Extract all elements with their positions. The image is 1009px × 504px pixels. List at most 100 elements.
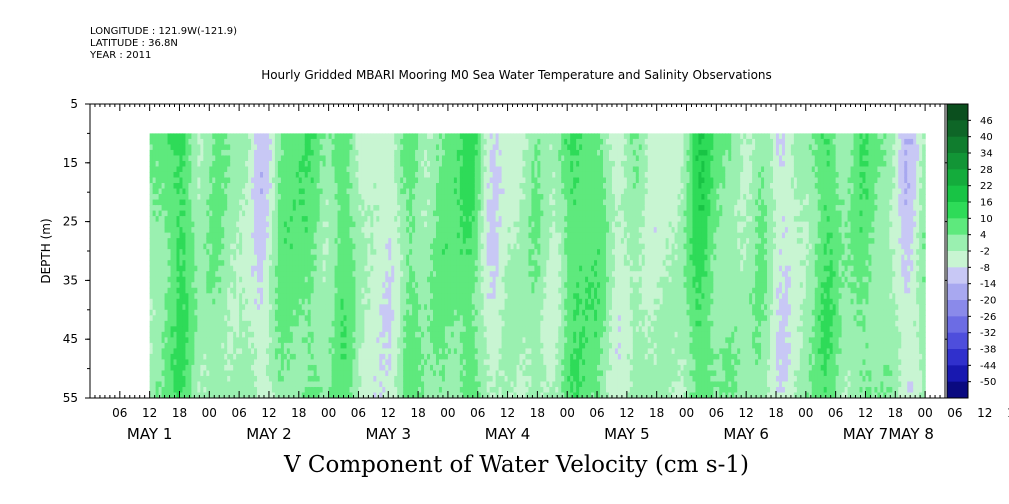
heatmap-cell	[215, 271, 219, 278]
heatmap-cell	[185, 205, 190, 212]
heatmap-cell	[167, 271, 172, 278]
heatmap-cell	[179, 298, 184, 305]
heatmap-cell	[337, 271, 342, 278]
heatmap-cell	[200, 149, 204, 157]
heatmap-cell	[254, 199, 258, 206]
heatmap-cell	[447, 138, 452, 146]
heatmap-cell	[158, 331, 163, 338]
heatmap-cell	[367, 331, 371, 338]
heatmap-cell	[406, 276, 410, 283]
heatmap-cell	[385, 293, 389, 300]
heatmap-cell	[334, 386, 339, 394]
heatmap-cell	[155, 227, 160, 234]
heatmap-cell	[173, 315, 178, 322]
heatmap-cell	[364, 205, 368, 212]
heatmap-cell	[239, 304, 243, 311]
heatmap-cell	[280, 227, 285, 234]
heatmap-cell	[239, 166, 243, 173]
heatmap-cell	[415, 326, 419, 333]
heatmap-cell	[197, 271, 201, 278]
heatmap-cell	[218, 386, 222, 394]
heatmap-cell	[271, 149, 276, 157]
heatmap-cell	[325, 183, 330, 190]
heatmap-cell	[179, 171, 184, 179]
heatmap-cell	[331, 177, 336, 184]
heatmap-cell	[373, 282, 377, 289]
heatmap-cell	[355, 133, 360, 140]
heatmap-cell	[409, 171, 413, 179]
heatmap-cell	[289, 276, 294, 283]
heatmap-cell	[268, 287, 273, 294]
heatmap-cell	[289, 381, 294, 388]
heatmap-cell	[313, 304, 318, 311]
heatmap-cell	[239, 320, 243, 327]
heatmap-cell	[373, 155, 377, 162]
heatmap-cell	[230, 155, 234, 162]
heatmap-cell	[343, 221, 348, 228]
heatmap-cell	[286, 177, 291, 184]
heatmap-cell	[456, 331, 461, 338]
heatmap-cell	[343, 326, 348, 333]
heatmap-cell	[385, 337, 389, 344]
heatmap-cell	[438, 370, 443, 377]
heatmap-cell	[242, 238, 246, 245]
heatmap-cell	[274, 183, 279, 190]
heatmap-cell	[191, 138, 195, 146]
heatmap-cell	[334, 282, 339, 289]
heatmap-cell	[298, 183, 303, 190]
heatmap-cell	[367, 249, 371, 256]
heatmap-cell	[453, 304, 458, 311]
heatmap-cell	[391, 364, 395, 372]
heatmap-cell	[370, 243, 374, 250]
heatmap-cell	[376, 359, 380, 366]
heatmap-cell	[188, 315, 192, 322]
heatmap-cell	[179, 194, 184, 201]
heatmap-cell	[456, 353, 461, 361]
heatmap-cell	[271, 271, 276, 278]
heatmap-cell	[352, 194, 357, 201]
heatmap-cell	[364, 171, 368, 179]
heatmap-cell	[215, 221, 219, 228]
heatmap-cell	[164, 254, 169, 261]
heatmap-cell	[346, 249, 351, 256]
heatmap-cell	[397, 342, 401, 349]
heatmap-cell	[412, 183, 416, 190]
heatmap-cell	[310, 298, 315, 305]
heatmap-cell	[245, 287, 249, 294]
heatmap-cell	[313, 166, 318, 173]
heatmap-cell	[435, 232, 440, 239]
heatmap-cell	[316, 282, 321, 289]
heatmap-cell	[215, 337, 219, 344]
heatmap-cell	[441, 364, 446, 372]
heatmap-cell	[248, 282, 252, 289]
heatmap-cell	[418, 171, 422, 179]
heatmap-cell	[209, 271, 213, 278]
heatmap-cell	[418, 370, 422, 377]
heatmap-cell	[304, 320, 309, 327]
heatmap-cell	[394, 386, 398, 394]
heatmap-cell	[432, 171, 437, 179]
heatmap-cell	[257, 232, 261, 239]
heatmap-cell	[280, 287, 285, 294]
heatmap-cell	[313, 293, 318, 300]
heatmap-cell	[245, 171, 249, 179]
heatmap-cell	[364, 238, 368, 245]
heatmap-cell	[182, 370, 187, 377]
heatmap-cell	[212, 320, 216, 327]
heatmap-cell	[182, 353, 187, 361]
heatmap-cell	[438, 353, 443, 361]
heatmap-cell	[441, 271, 446, 278]
heatmap-cell	[227, 265, 231, 272]
heatmap-cell	[236, 353, 240, 361]
heatmap-cell	[453, 149, 458, 157]
heatmap-cell	[251, 216, 255, 223]
heatmap-cell	[197, 199, 201, 206]
heatmap-cell	[268, 348, 273, 355]
heatmap-cell	[361, 331, 365, 338]
heatmap-cell	[358, 205, 363, 212]
heatmap-cell	[194, 199, 198, 206]
heatmap-cell	[432, 232, 437, 239]
heatmap-cell	[227, 364, 231, 372]
heatmap-cell	[418, 160, 422, 168]
heatmap-cell	[337, 381, 342, 388]
